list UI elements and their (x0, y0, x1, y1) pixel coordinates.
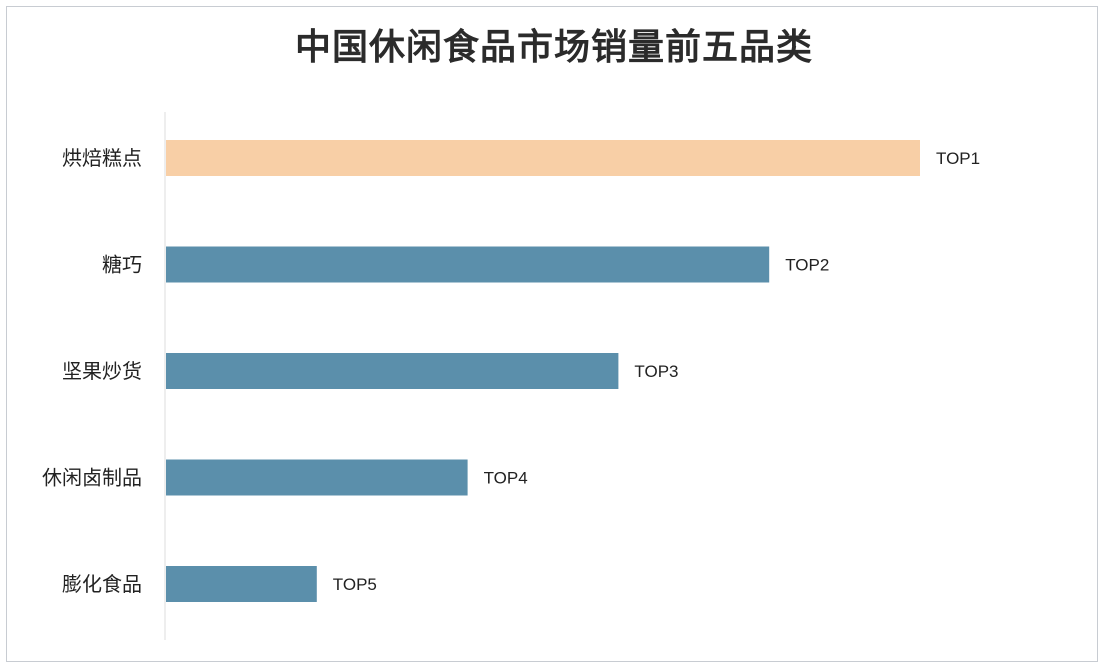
category-label-4: 休闲卤制品 (42, 466, 142, 490)
bar-3 (166, 353, 619, 389)
bar-5 (166, 566, 317, 602)
category-label-3: 坚果炒货 (62, 359, 142, 383)
category-label-5: 膨化食品 (62, 572, 142, 596)
chart-frame (6, 6, 1098, 662)
data-label-1: TOP1 (936, 149, 980, 168)
category-label-1: 烘焙糕点 (62, 146, 142, 170)
data-label-2: TOP2 (785, 256, 829, 275)
category-label-2: 糖巧 (102, 253, 142, 277)
data-label-3: TOP3 (634, 362, 678, 381)
chart-title: 中国休闲食品市场销量前五品类 (294, 26, 813, 68)
data-label-5: TOP5 (333, 575, 377, 594)
bar-1 (166, 140, 920, 176)
data-label-4: TOP4 (484, 469, 528, 488)
bar-2 (166, 246, 770, 283)
bar-4 (166, 459, 468, 496)
